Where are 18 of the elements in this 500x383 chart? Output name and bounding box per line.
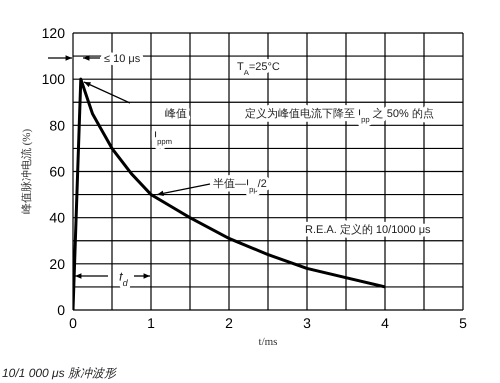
- x-axis-title: t/ms: [258, 336, 278, 348]
- x-tick-label: 4: [381, 314, 390, 331]
- annotation: ≤ 10 μs: [104, 53, 141, 65]
- y-tick-label: 0: [57, 302, 66, 318]
- x-tick-label: 2: [225, 314, 234, 331]
- y-tick-label: 60: [49, 163, 66, 180]
- x-tick-label: 5: [459, 314, 468, 331]
- y-tick-label: 100: [42, 71, 66, 88]
- annotation: 峰值: [165, 108, 187, 120]
- x-tick-label: 0: [69, 314, 78, 331]
- y-tick-label: 20: [49, 256, 66, 272]
- x-tick-label: 1: [147, 314, 156, 331]
- y-tick-label: 40: [49, 210, 66, 226]
- x-tick-label: 3: [303, 314, 312, 331]
- y-axis-title: 峰值脉冲电流 (%): [20, 128, 33, 214]
- text: 10/1 000 μs 脉冲波形: [2, 366, 117, 380]
- y-tick-label: 120: [42, 24, 66, 41]
- y-tick-label: 80: [49, 117, 66, 134]
